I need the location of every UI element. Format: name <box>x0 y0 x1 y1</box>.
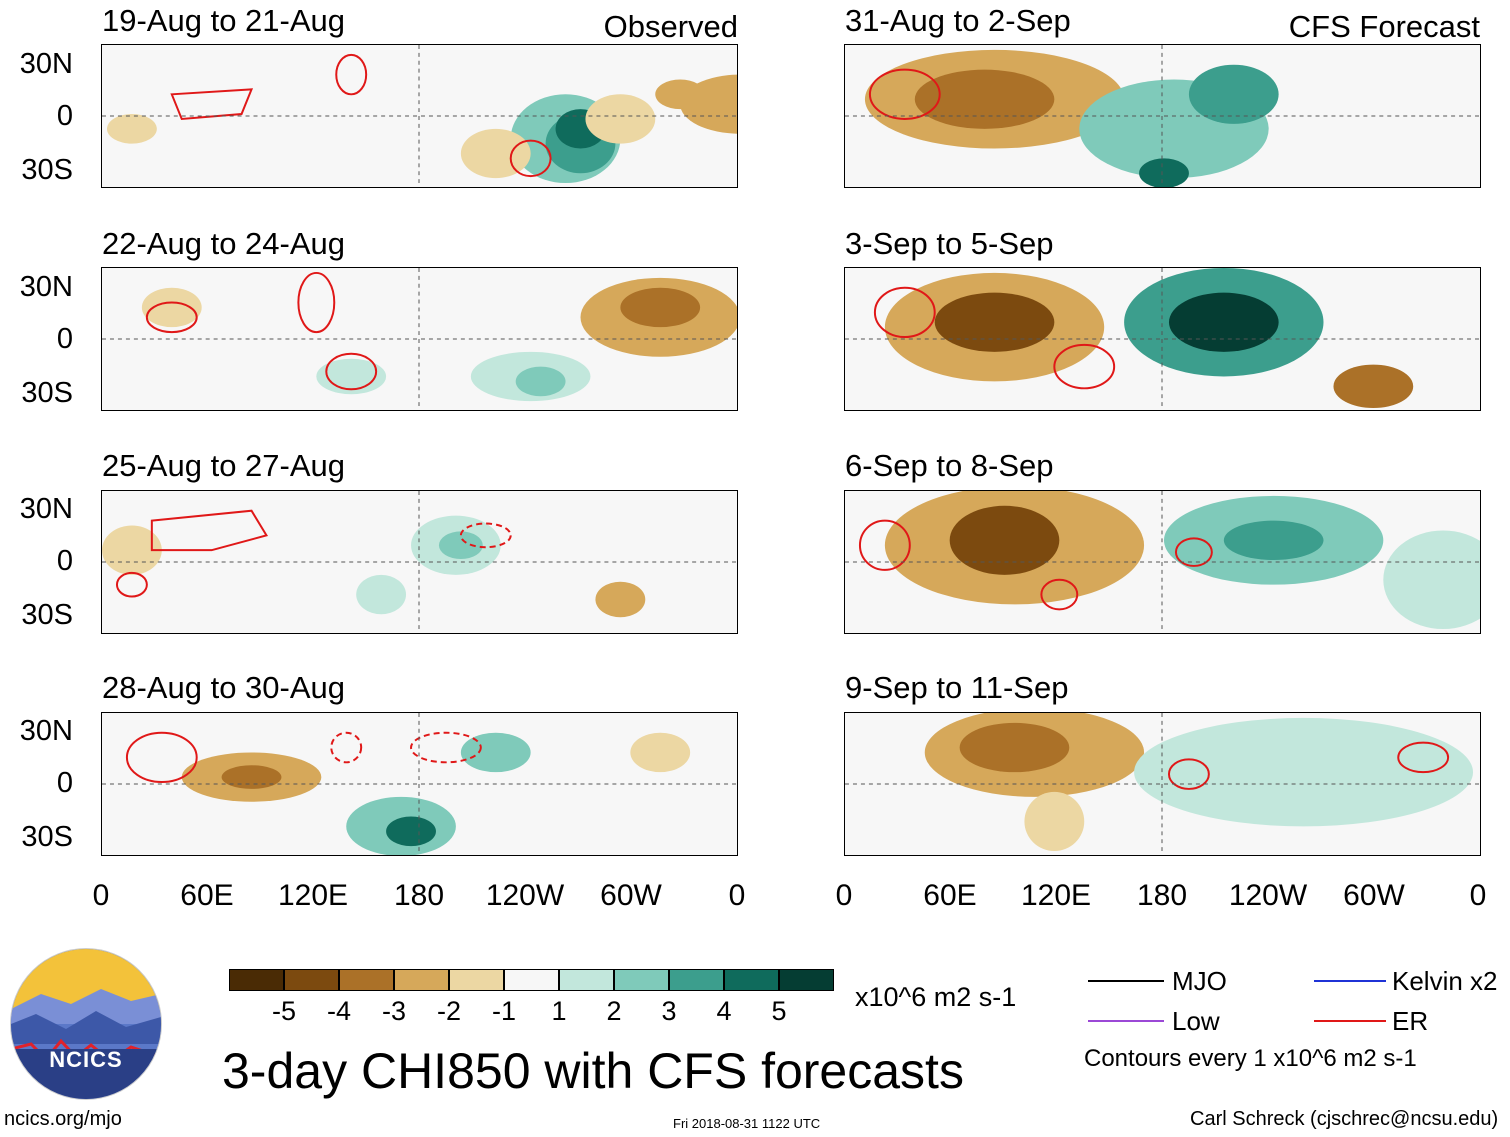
map-panel-forecast-1 <box>844 44 1481 188</box>
lat-label-eq: 0 <box>56 545 73 577</box>
colorbar-label: -2 <box>436 996 462 1026</box>
lat-label-30n: 30N <box>19 493 73 525</box>
panel-title: 28-Aug to 30-Aug <box>102 670 346 705</box>
map-panel-observed-3 <box>101 490 738 634</box>
logo-art-icon <box>11 949 161 1099</box>
lat-label-30s: 30S <box>21 599 73 631</box>
legend-kelvin-line <box>1314 980 1386 982</box>
map-panel-observed-2 <box>101 267 738 411</box>
lon-label: 120W <box>485 879 565 912</box>
legend-er-line <box>1314 1020 1386 1022</box>
lat-label-30s: 30S <box>21 154 73 186</box>
lon-label: 0 <box>1469 879 1487 912</box>
colorbar-label: 3 <box>661 996 677 1026</box>
colorbar-label: -1 <box>491 996 517 1026</box>
colorbar-label: 2 <box>606 996 622 1026</box>
colorbar-box <box>284 969 339 991</box>
lat-label-30n: 30N <box>19 715 73 747</box>
colorbar-box <box>669 969 724 991</box>
map-panel-forecast-2 <box>844 267 1481 411</box>
footer-timestamp: Fri 2018-08-31 1122 UTC <box>673 1116 821 1131</box>
lon-label: 120W <box>1228 879 1308 912</box>
lon-label: 60E <box>180 879 234 912</box>
colorbar-label: 4 <box>716 996 732 1026</box>
legend-low-line <box>1088 1020 1164 1022</box>
legend-mjo-line <box>1088 980 1164 982</box>
lon-label: 180 <box>1136 879 1188 912</box>
lat-label-eq: 0 <box>56 100 73 132</box>
lat-label-30n: 30N <box>19 48 73 80</box>
lat-label-eq: 0 <box>56 323 73 355</box>
lon-label: 180 <box>393 879 445 912</box>
main-title: 3-day CHI850 with CFS forecasts <box>222 1043 964 1099</box>
ncics-logo: NCICS <box>10 948 162 1100</box>
colorbar-box <box>504 969 559 991</box>
footer-url[interactable]: ncics.org/mjo <box>4 1108 122 1130</box>
colorbar-label: -5 <box>271 996 297 1026</box>
observed-label: Observed <box>603 9 738 44</box>
colorbar-box <box>724 969 779 991</box>
legend-mjo-label: MJO <box>1172 966 1227 996</box>
lon-label: 60W <box>600 879 662 912</box>
panel-title: 6-Sep to 8-Sep <box>845 448 1054 483</box>
colorbar-box <box>559 969 614 991</box>
lon-label: 0 <box>835 879 853 912</box>
colorbar-box <box>394 969 449 991</box>
lat-label-30n: 30N <box>19 271 73 303</box>
panel-title: 9-Sep to 11-Sep <box>845 670 1069 705</box>
lat-label-eq: 0 <box>56 767 73 799</box>
colorbar-label: 5 <box>771 996 787 1026</box>
panel-title: 22-Aug to 24-Aug <box>102 226 346 261</box>
legend-er-label: ER <box>1392 1006 1429 1036</box>
panel-title: 25-Aug to 27-Aug <box>102 448 346 483</box>
legend-low-label: Low <box>1172 1006 1220 1036</box>
colorbar-box <box>229 969 284 991</box>
lat-label-30s: 30S <box>21 821 73 853</box>
colorbar-units: x10^6 m2 s-1 <box>855 982 1017 1012</box>
colorbar-label: -4 <box>326 996 352 1026</box>
lon-label: 0 <box>728 879 746 912</box>
map-panel-observed-4 <box>101 712 738 856</box>
lon-label: 60W <box>1343 879 1405 912</box>
contours-note: Contours every 1 x10^6 m2 s-1 <box>1084 1045 1417 1072</box>
map-panel-forecast-3 <box>844 490 1481 634</box>
colorbar-box <box>449 969 504 991</box>
colorbar-box <box>614 969 669 991</box>
panel-title: 19-Aug to 21-Aug <box>102 3 346 38</box>
forecast-label: CFS Forecast <box>1288 9 1480 44</box>
colorbar-box <box>779 969 834 991</box>
logo-text: NCICS <box>49 1047 123 1072</box>
map-panel-observed-1 <box>101 44 738 188</box>
lon-label: 0 <box>92 879 110 912</box>
panel-title: 3-Sep to 5-Sep <box>845 226 1054 261</box>
map-panel-forecast-4 <box>844 712 1481 856</box>
lon-label: 120E <box>1020 879 1092 912</box>
footer-author: Carl Schreck (cjschrec@ncsu.edu) <box>1190 1108 1499 1130</box>
colorbar-label: -3 <box>381 996 407 1026</box>
colorbar-box <box>339 969 394 991</box>
legend-kelvin-label: Kelvin x2 <box>1392 966 1498 996</box>
lon-label: 120E <box>277 879 349 912</box>
lat-label-30s: 30S <box>21 377 73 409</box>
panel-title: 31-Aug to 2-Sep <box>845 3 1071 38</box>
lon-label: 60E <box>923 879 977 912</box>
colorbar-label: 1 <box>551 996 567 1026</box>
